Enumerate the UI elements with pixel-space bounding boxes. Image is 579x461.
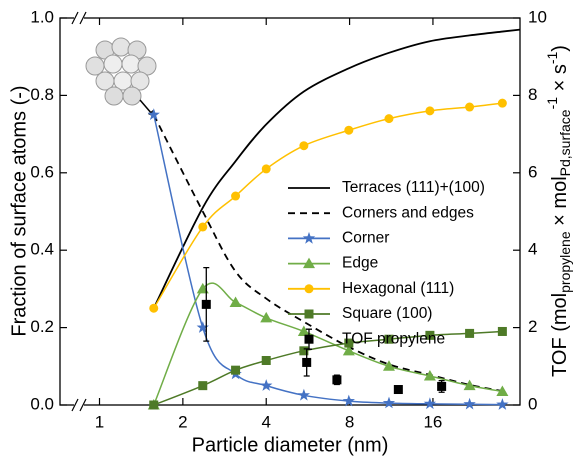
series-line [152,114,503,392]
legend-marker [304,284,314,294]
data-point [342,394,355,407]
y2-tick-label: 0 [528,394,537,413]
data-point [297,325,310,336]
data-point [299,141,309,151]
legend-label: Corners and edges [342,204,474,221]
data-point [198,381,208,391]
data-point [201,299,211,309]
data-point [297,388,310,401]
data-point [465,102,475,112]
data-point [465,328,475,338]
series-line [153,330,503,406]
data-point [463,379,476,391]
data-point [231,365,241,375]
legend-marker [304,334,314,344]
data-point [302,357,312,367]
legend-label: Edge [342,255,378,272]
data-point [149,303,159,313]
y2-tick-label: 8 [528,85,537,104]
legend-marker [302,231,316,244]
y-tick-label: 0.0 [30,394,54,413]
data-point [437,381,447,391]
data-point [382,360,395,371]
y2-label-part: TOF (mol [549,293,571,377]
y2-label-part: × mol [549,176,571,231]
y-axis-label: Fraction of surface atoms (-) [8,85,30,336]
legend-label: Corner [342,229,389,246]
data-point [497,98,507,108]
data-point [384,334,394,344]
data-point [393,385,403,395]
data-point [463,397,476,410]
data-point [229,296,242,307]
data-point [384,114,394,124]
x-tick-label: 8 [345,412,354,431]
y-tick-label: 0.4 [30,240,54,259]
series-line [153,114,503,406]
y2-label-part: -1 [544,52,560,65]
legend-label: Terraces (111)+(100) [342,179,485,196]
legend-label: Hexagonal (111) [342,280,454,297]
data-point [497,326,507,336]
data-point [423,369,436,381]
legend-label: TOF propylene [342,330,445,347]
y2-label-part: -1 [544,97,560,110]
y-tick-label: 0.8 [30,85,54,104]
series-line [152,28,521,309]
y2-label-part: ) [549,45,571,52]
data-point [149,400,159,410]
legend-marker [304,309,314,319]
data-point [260,311,273,323]
axis-break [71,11,87,412]
legend-label: Square (100) [342,305,432,322]
x-axis-label: Particle diameter (nm) [192,434,389,456]
data-point [423,397,437,410]
data-point [425,330,435,340]
y2-tick-label: 4 [528,240,537,259]
x-tick-label: 1 [95,412,104,431]
y-tick-label: 0.6 [30,162,54,181]
data-point [332,375,342,385]
data-point [261,355,271,365]
cluster-icon [85,37,157,117]
data-point [496,385,509,396]
x-tick-label: 16 [423,412,442,431]
data-point [425,106,435,116]
data-point [196,321,209,333]
data-point [496,398,509,410]
y-tick-label: 0.2 [30,317,54,336]
y2-label-part: × s [549,64,571,97]
x-tick-label: 4 [261,412,270,431]
data-point [147,108,160,120]
legend-marker [303,257,315,269]
data-point [382,396,396,409]
y-tick-label: 1.0 [30,7,54,26]
y2-tick-label: 2 [528,317,537,336]
y2-label-part: Pd,surface [557,109,573,176]
data-point [231,191,241,201]
data-point [260,379,273,391]
data-point [261,164,271,174]
data-point [344,338,354,348]
x-tick-label: 2 [178,412,187,431]
y2-axis-label: TOF (molpropylene × molPd,surface-1 × s-… [544,45,573,377]
data-point [344,125,354,135]
y2-tick-label: 6 [528,162,537,181]
plot-frame [59,17,521,406]
data-point [198,222,208,232]
y2-tick-label: 10 [528,7,547,26]
series-line [153,102,503,309]
data-point [342,344,355,356]
y2-label-part: propylene [557,231,573,293]
data-point [299,346,309,356]
